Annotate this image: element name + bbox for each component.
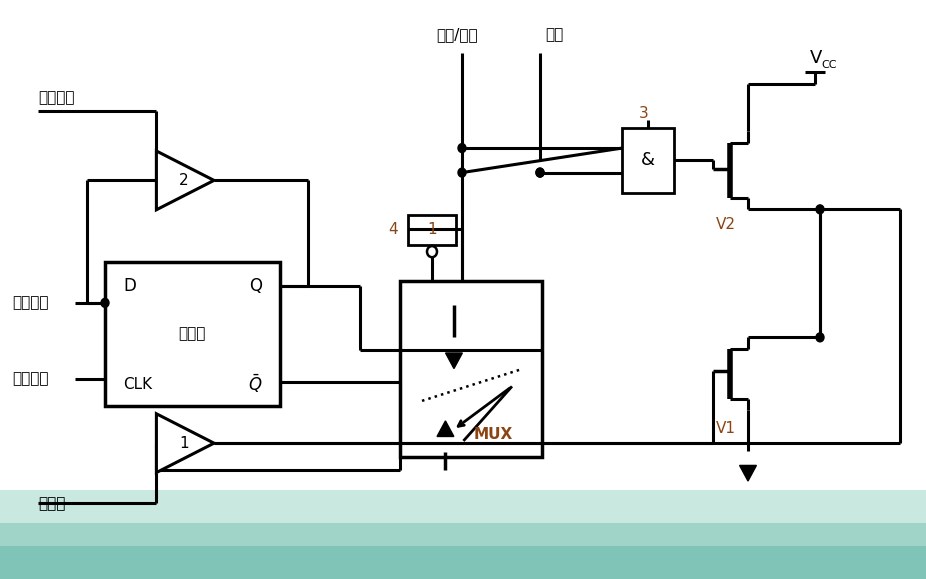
Polygon shape bbox=[437, 421, 454, 437]
Text: $\bar{Q}$: $\bar{Q}$ bbox=[247, 373, 262, 395]
Text: 写锁存器: 写锁存器 bbox=[12, 371, 48, 386]
Text: MUX: MUX bbox=[474, 427, 513, 442]
Text: CLK: CLK bbox=[123, 377, 152, 391]
Text: 控制: 控制 bbox=[545, 27, 563, 42]
Text: V1: V1 bbox=[716, 421, 736, 436]
Text: Q: Q bbox=[249, 277, 262, 295]
Bar bbox=[0, 490, 926, 579]
Bar bbox=[105, 262, 280, 406]
Circle shape bbox=[427, 246, 437, 257]
Text: 1: 1 bbox=[427, 222, 437, 237]
Circle shape bbox=[536, 168, 544, 177]
Text: D: D bbox=[123, 277, 136, 295]
Text: V: V bbox=[810, 49, 822, 67]
Circle shape bbox=[536, 168, 544, 177]
Polygon shape bbox=[445, 353, 462, 369]
Circle shape bbox=[816, 333, 824, 342]
Text: 地址/数据: 地址/数据 bbox=[436, 27, 478, 42]
Polygon shape bbox=[156, 414, 214, 472]
Text: 1: 1 bbox=[180, 435, 189, 450]
Bar bbox=[0, 523, 926, 579]
Polygon shape bbox=[740, 466, 757, 481]
Text: 内部总线: 内部总线 bbox=[12, 295, 48, 310]
Text: 锁存器: 锁存器 bbox=[179, 327, 206, 342]
Bar bbox=[0, 545, 926, 579]
Circle shape bbox=[816, 205, 824, 214]
Circle shape bbox=[458, 168, 466, 177]
Text: V2: V2 bbox=[716, 218, 736, 232]
Bar bbox=[622, 128, 674, 193]
Text: 3: 3 bbox=[639, 106, 649, 121]
Text: 4: 4 bbox=[388, 222, 398, 237]
Text: 读锁存器: 读锁存器 bbox=[38, 90, 74, 105]
Circle shape bbox=[458, 144, 466, 152]
Circle shape bbox=[101, 298, 109, 307]
Text: 2: 2 bbox=[180, 173, 189, 188]
Polygon shape bbox=[156, 151, 214, 210]
Bar bbox=[400, 281, 542, 456]
Text: 读引脚: 读引脚 bbox=[38, 496, 66, 511]
Bar bbox=[408, 215, 456, 245]
Text: CC: CC bbox=[821, 60, 836, 69]
Text: &: & bbox=[641, 151, 655, 169]
